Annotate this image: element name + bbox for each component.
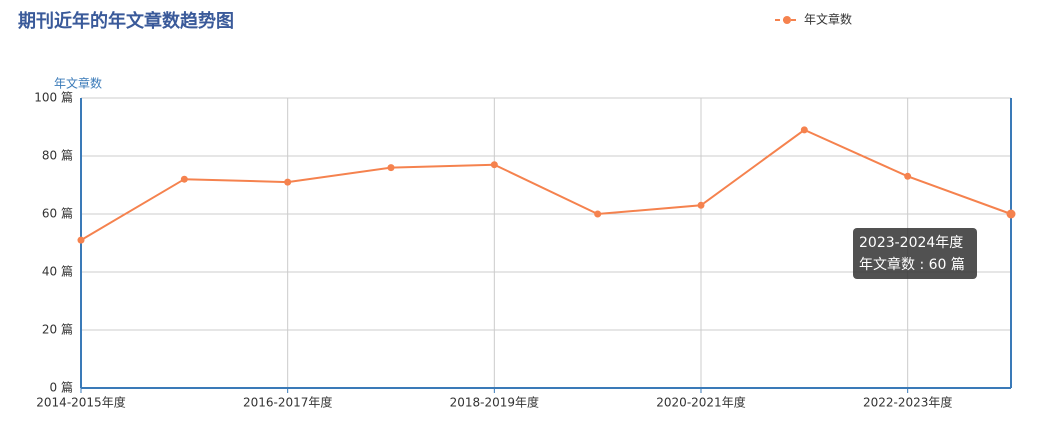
point — [904, 172, 912, 180]
y-tick-label: 20 篇 — [42, 322, 73, 337]
point — [387, 164, 395, 172]
x-tick-label: 2016-2017年度 — [243, 395, 332, 410]
tooltip-box — [853, 228, 977, 279]
x-tick-label: 2014-2015年度 — [36, 395, 125, 410]
y-tick-label: 100 篇 — [34, 90, 73, 105]
point — [697, 201, 705, 209]
y-tick-label: 60 篇 — [42, 206, 73, 221]
tooltip-text: 年文章数 : 60 篇 — [859, 256, 965, 273]
tooltip-title: 2023-2024年度 — [859, 235, 963, 251]
x-tick-label: 2020-2021年度 — [656, 395, 745, 410]
point — [1006, 209, 1016, 219]
point — [490, 161, 498, 169]
point — [284, 178, 292, 186]
y-tick-label: 0 篇 — [50, 380, 73, 395]
y-axis-label: 年文章数 — [54, 76, 102, 91]
y-tick-label: 40 篇 — [42, 264, 73, 279]
legend-label: 年文章数 — [804, 12, 852, 27]
legend-marker — [783, 16, 791, 24]
point — [594, 210, 602, 218]
x-tick-label: 2022-2023年度 — [863, 395, 952, 410]
line — [80, 128, 1012, 241]
point — [77, 236, 85, 244]
y-tick-label: 80 篇 — [42, 148, 73, 163]
chart-title: 期刊近年的年文章数趋势图 — [18, 10, 234, 32]
point — [800, 126, 808, 134]
x-tick-label: 2018-2019年度 — [450, 395, 539, 410]
point — [180, 175, 188, 183]
